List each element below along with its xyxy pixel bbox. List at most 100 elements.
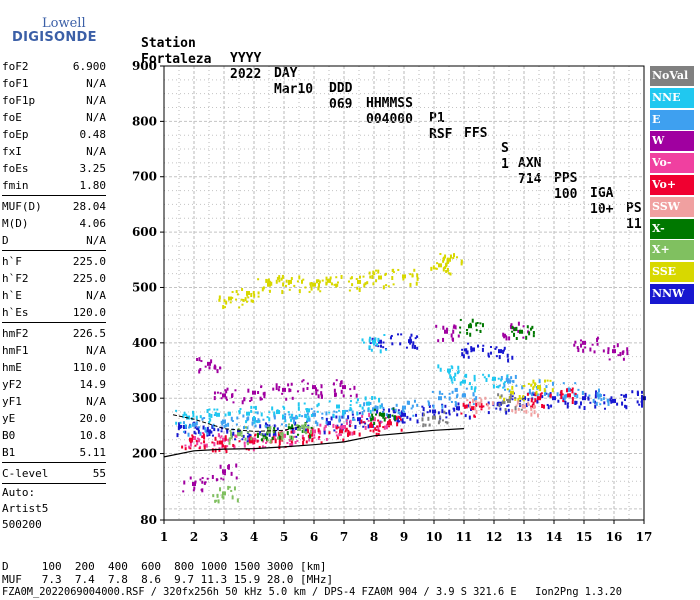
echo-speck (302, 278, 305, 281)
echo-speck (199, 478, 202, 481)
echo-speck (531, 403, 534, 408)
echo-speck (541, 403, 544, 408)
echo-speck (199, 431, 202, 436)
echo-speck (218, 298, 221, 302)
data-point (249, 439, 253, 444)
echo-speck (452, 329, 455, 334)
echo-speck (468, 415, 471, 420)
echo-speck (343, 426, 346, 429)
echo-speck (206, 426, 209, 431)
legend-item: NNE (650, 87, 694, 108)
echo-speck (460, 381, 463, 384)
echo-speck (450, 377, 453, 382)
echo-speck (350, 276, 353, 280)
echo-speck (252, 440, 255, 445)
param-name: h`F (2, 255, 22, 268)
echo-speck (315, 387, 318, 392)
echo-speck (502, 349, 505, 352)
param-name: D (2, 234, 9, 247)
x-tick-label: 12 (486, 530, 503, 544)
echo-speck (306, 417, 309, 422)
echo-speck (562, 382, 565, 385)
echo-speck (382, 415, 385, 419)
data-point (438, 396, 442, 401)
echo-speck (561, 396, 564, 399)
echo-speck (290, 277, 293, 281)
echo-speck (525, 335, 528, 340)
echo-speck (355, 277, 358, 280)
echo-speck (225, 396, 228, 400)
echo-speck (442, 257, 445, 260)
echo-speck (244, 426, 247, 429)
param-name: foEs (2, 162, 29, 175)
echo-speck (291, 441, 294, 446)
echo-speck (462, 402, 465, 407)
param-name: hmF2 (2, 327, 29, 340)
echo-speck (274, 439, 277, 444)
param-name: B0 (2, 429, 16, 442)
param-row: hmF2 226.5 (2, 325, 106, 342)
echo-speck (545, 392, 548, 395)
echo-speck (341, 427, 344, 431)
echo-speck (472, 398, 475, 403)
series-vo- (181, 387, 577, 454)
echo-speck (437, 421, 440, 425)
data-point (471, 347, 475, 352)
echo-speck (302, 440, 305, 445)
echo-speck (368, 345, 371, 348)
echo-speck (401, 407, 404, 412)
param-name: fxI (2, 145, 22, 158)
echo-speck (243, 444, 246, 448)
echo-speck (409, 273, 412, 276)
echo-speck (397, 268, 400, 271)
echo-speck (187, 432, 190, 437)
y-tick-label: 200 (132, 447, 157, 461)
echo-speck (272, 433, 275, 438)
echo-speck (480, 408, 483, 411)
echo-speck (409, 282, 412, 287)
echo-speck (349, 277, 352, 280)
echo-speck (443, 395, 446, 398)
echo-speck (373, 408, 376, 411)
echo-speck (248, 437, 251, 441)
echo-speck (449, 254, 452, 259)
echo-speck (308, 418, 311, 422)
echo-speck (454, 401, 457, 404)
echo-speck (264, 446, 267, 449)
echo-speck (262, 439, 265, 443)
echo-speck (224, 306, 227, 309)
echo-speck (511, 330, 514, 333)
echo-speck (325, 437, 328, 441)
echo-speck (256, 432, 259, 435)
echo-speck (288, 438, 291, 442)
echo-speck (250, 405, 253, 409)
echo-speck (227, 411, 230, 416)
param-row: hmE 110.0 (2, 359, 106, 376)
series-sse (218, 252, 554, 402)
echo-speck (504, 408, 507, 412)
echo-speck (205, 443, 208, 448)
header-value: 004000 (366, 112, 413, 127)
echo-speck (231, 296, 234, 299)
echo-speck (599, 393, 602, 397)
echo-speck (479, 322, 482, 325)
param-value: 55 (92, 467, 106, 480)
echo-speck (195, 421, 198, 426)
echo-speck (214, 448, 217, 453)
echo-speck (349, 388, 352, 391)
echo-speck (518, 395, 521, 400)
echo-speck (392, 268, 395, 271)
echo-speck (378, 399, 381, 403)
echo-speck (235, 289, 238, 293)
echo-speck (276, 276, 279, 280)
echo-speck (583, 406, 586, 411)
echo-speck (459, 381, 462, 386)
echo-speck (356, 411, 359, 416)
echo-speck (498, 403, 501, 408)
echo-speck (371, 337, 374, 341)
echo-speck (347, 415, 350, 420)
header-values-row: Fortaleza 2022 Mar10 069 004000 RSF 1 71… (141, 37, 642, 232)
echo-speck (511, 385, 514, 390)
echo-speck (482, 373, 485, 376)
echo-speck (388, 408, 391, 413)
